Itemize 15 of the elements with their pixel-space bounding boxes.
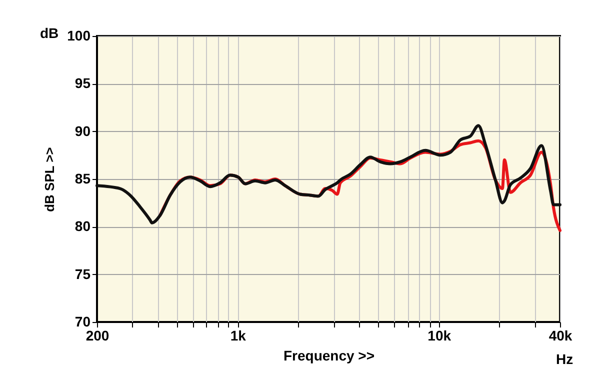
y-tick-label: 75 <box>74 266 91 282</box>
y-tick-label: 100 <box>67 28 91 44</box>
x-tick-label: 10k <box>428 328 452 344</box>
x-tick-label: 200 <box>86 328 110 344</box>
y-tick-label: 80 <box>74 218 91 234</box>
text: Hz <box>556 351 574 367</box>
y-axis-title: dB SPL >> <box>42 146 58 212</box>
y-tick-label: 70 <box>74 314 91 330</box>
y-tick-label: 95 <box>74 75 91 92</box>
text: dB <box>40 25 59 41</box>
y-tick-label: 85 <box>74 170 91 186</box>
x-tick-label: 40k <box>548 328 572 344</box>
x-axis-title: Frequency >> <box>283 348 375 364</box>
y-tick-label: 90 <box>74 122 91 139</box>
x-tick-label: 1k <box>230 328 246 344</box>
